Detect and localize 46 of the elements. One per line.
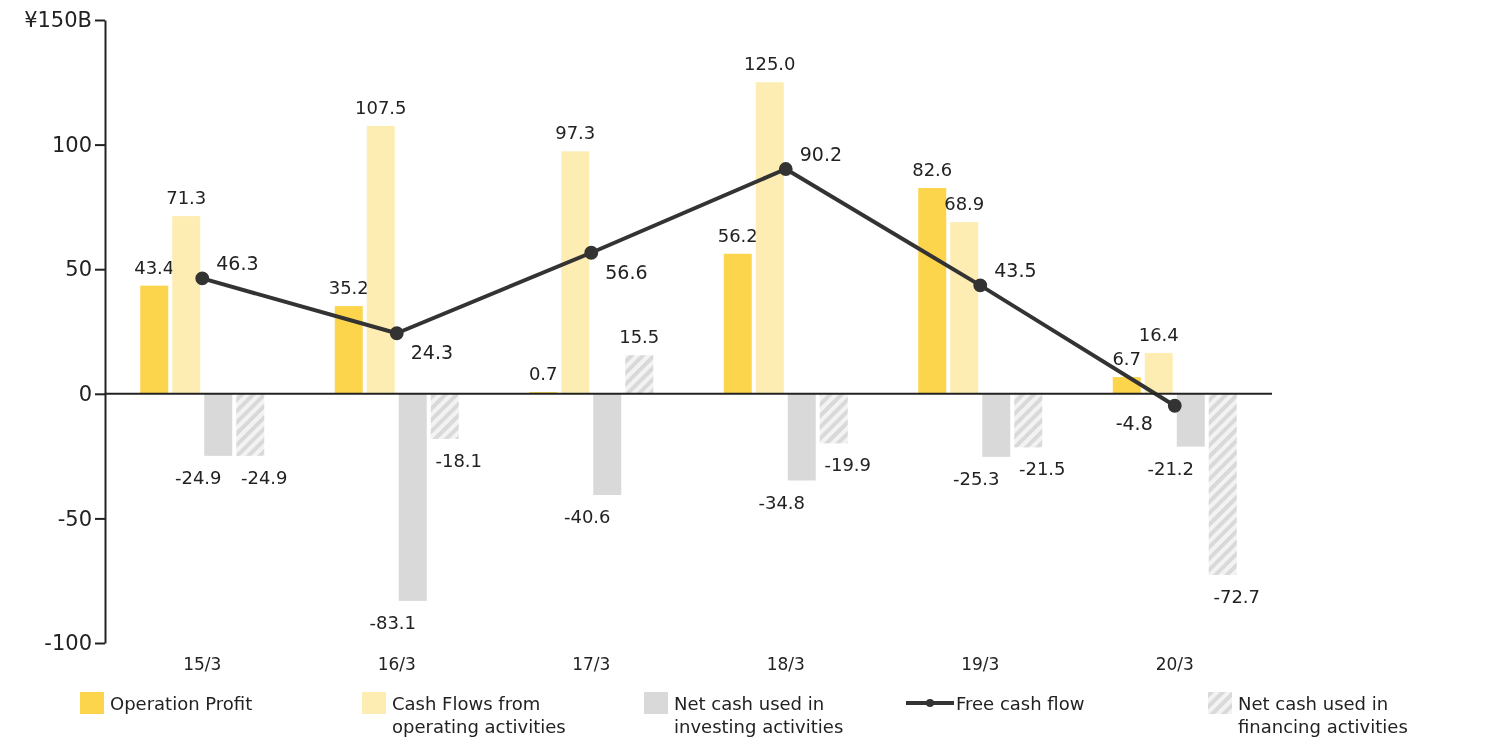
data-label: 71.3 [166,187,207,209]
x-tick-label: 20/3 [1155,654,1194,674]
x-tick-label: 19/3 [961,654,1000,674]
data-label: -24.9 [174,466,222,488]
data-label: -72.7 [1213,585,1261,607]
legend-label: Operation Profit [110,693,253,714]
x-tick-label: 16/3 [377,654,416,674]
data-label: -34.8 [758,491,806,513]
data-label: 90.2 [799,143,843,166]
legend-label: Free cash flow [956,693,1085,714]
data-label: 16.4 [1138,323,1179,345]
data-label: -21.5 [1018,458,1066,480]
legend-label: Net cash used in financing activities [1238,693,1408,737]
data-label: 56.2 [717,224,758,246]
data-label: 0.7 [528,363,558,385]
data-label: 56.6 [605,260,648,283]
y-tick-label: 100 [51,132,92,157]
data-label: 97.3 [555,122,596,144]
y-tick-label: -50 [57,506,92,531]
y-tick-label: ¥150B [24,8,92,33]
legend-label: Net cash used in investing activities [674,693,844,737]
data-label: 46.3 [216,252,259,275]
data-label: -18.1 [435,449,483,471]
data-label: 125.0 [743,53,796,75]
data-label: -40.6 [563,505,611,527]
y-tick-label: 50 [65,257,92,282]
data-label: 107.5 [354,96,407,118]
y-tick-label: -100 [44,631,92,656]
x-tick-label: 18/3 [766,654,805,674]
data-label: 43.5 [994,259,1037,282]
x-tick-label: 17/3 [572,654,611,674]
data-label: -83.1 [369,611,417,633]
data-label: -24.9 [240,466,288,488]
y-tick-label: 0 [78,382,92,407]
data-label: 82.6 [912,158,953,180]
data-label: 6.7 [1112,348,1142,370]
legend-label: Cash Flows from operating activities [392,693,566,737]
data-label: 24.3 [410,341,454,364]
data-label: -19.9 [824,454,872,476]
data-label: -21.2 [1147,457,1195,479]
x-tick-label: 15/3 [183,654,222,674]
data-label: -25.3 [952,467,1000,489]
data-label: 43.4 [134,256,175,278]
data-label: 15.5 [619,326,660,348]
data-label: -4.8 [1115,411,1153,434]
data-label: 35.2 [328,277,369,299]
